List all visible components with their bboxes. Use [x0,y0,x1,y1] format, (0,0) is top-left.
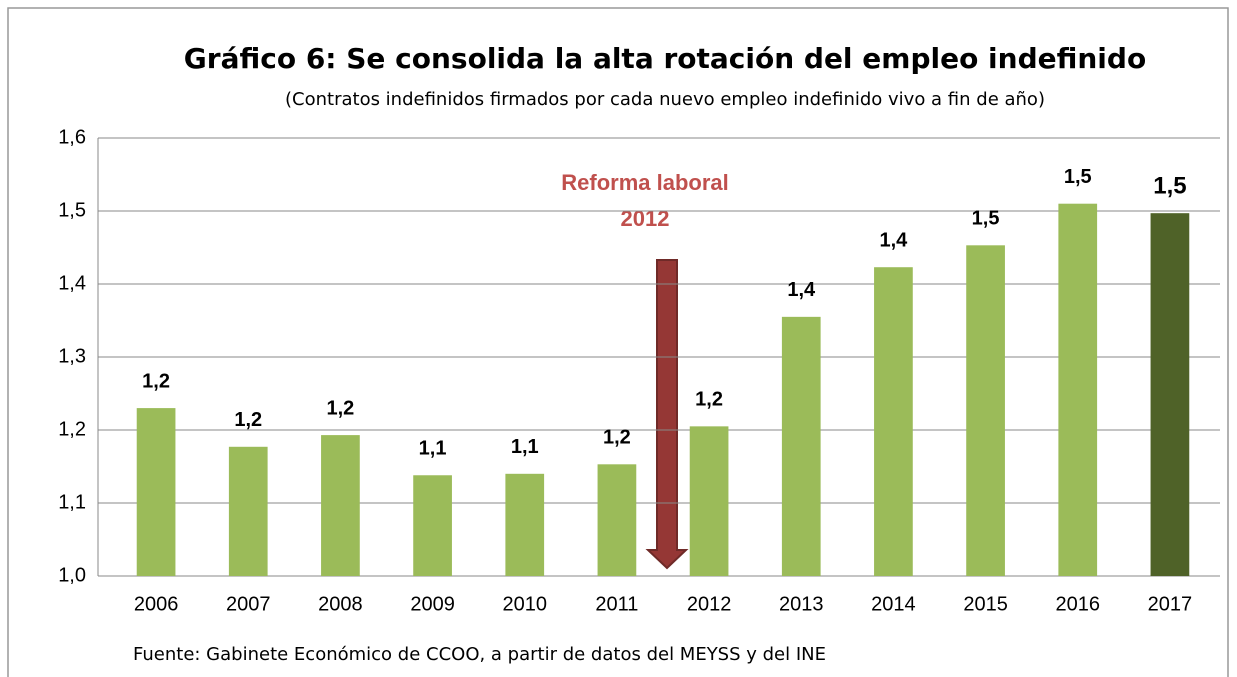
y-tick-label: 1,0 [58,564,86,586]
annotation: 2012 [621,206,670,231]
bar [689,426,729,576]
x-tick-label: 2010 [503,593,548,615]
value-label: 1,4 [787,279,816,301]
value-label: 1,5 [1153,173,1186,200]
x-tick-label: 2013 [779,593,824,615]
y-tick-label: 1,2 [58,418,86,440]
bar [136,408,176,576]
bar [781,316,821,576]
x-tick-label: 2016 [1056,593,1101,615]
value-label: 1,5 [972,208,1000,230]
value-label: 1,2 [603,427,631,449]
x-tick-label: 2012 [687,593,732,615]
bar [1150,213,1190,576]
bar [321,435,360,576]
y-tick-label: 1,4 [58,272,86,294]
bar [597,464,637,576]
bar [228,446,268,576]
value-label: 1,2 [234,409,262,431]
value-label: 1,2 [695,389,723,411]
value-label: 1,1 [511,436,539,458]
value-label: 1,2 [142,370,170,392]
x-tick-label: 2017 [1148,593,1193,615]
x-tick-label: 2015 [963,593,1008,615]
value-label: 1,5 [1064,166,1092,188]
value-label: 1,2 [327,397,355,419]
bar [413,475,452,576]
bar [966,245,1005,576]
arrow [645,259,689,570]
chart-subtitle: (Contratos indefinidos firmados por cada… [285,89,1045,110]
annotation: Reforma laboral [561,170,729,195]
bar [505,473,545,576]
x-tick-label: 2007 [226,593,271,615]
x-tick-label: 2011 [595,593,638,615]
frame [7,7,1229,677]
bar [1058,203,1098,576]
x-tick-label: 2008 [318,593,363,615]
y-tick-label: 1,5 [58,199,86,221]
source: Fuente: Gabinete Económico de CCOO, a pa… [133,644,826,665]
y-tick-label: 1,1 [58,491,86,513]
bar [874,267,913,576]
x-tick-label: 2006 [134,593,179,615]
value-label: 1,4 [880,229,909,251]
x-tick-label: 2014 [871,593,916,615]
y-tick-label: 1,6 [58,126,86,148]
x-tick-label: 2009 [410,593,455,615]
chart-title: Gráfico 6: Se consolida la alta rotación… [184,42,1146,75]
value-label: 1,1 [419,438,447,460]
y-tick-label: 1,3 [58,345,86,367]
